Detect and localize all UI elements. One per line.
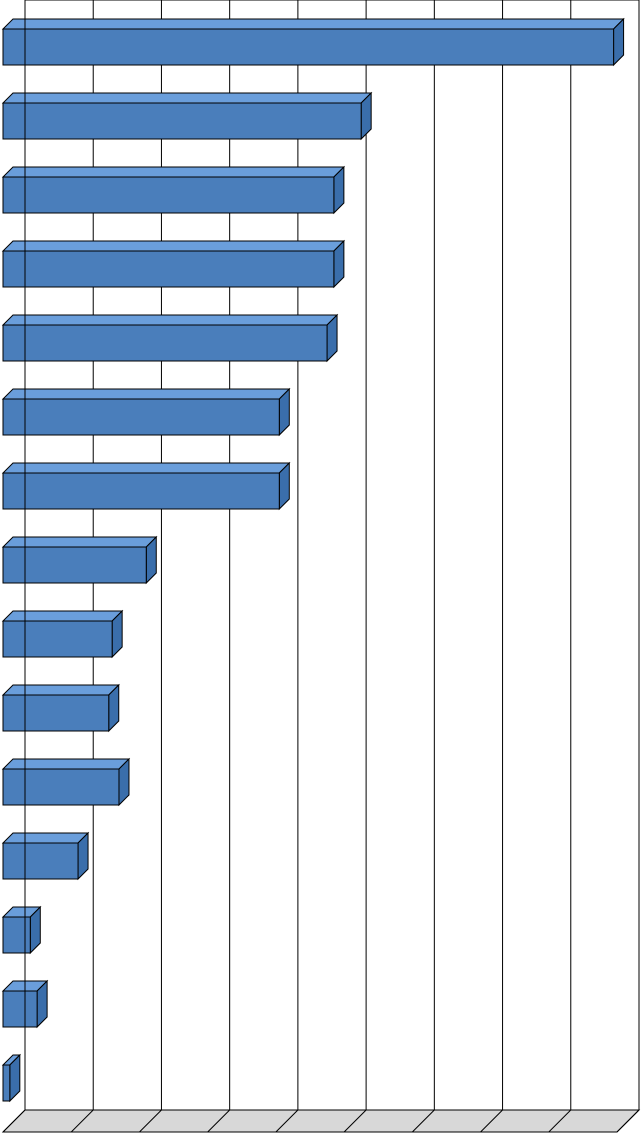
bar-chart [0, 0, 644, 1140]
bar [3, 241, 344, 287]
bar [3, 463, 289, 509]
chart-svg [0, 0, 644, 1140]
bar [3, 315, 337, 361]
bar [3, 93, 371, 139]
bar [3, 19, 624, 65]
bar [3, 537, 156, 583]
bar [3, 611, 122, 657]
bar [3, 1055, 20, 1101]
bar [3, 167, 344, 213]
bar [3, 685, 119, 731]
bar [3, 759, 129, 805]
bar [3, 833, 88, 879]
chart-floor [3, 1110, 639, 1132]
bar [3, 907, 40, 953]
bar [3, 389, 289, 435]
